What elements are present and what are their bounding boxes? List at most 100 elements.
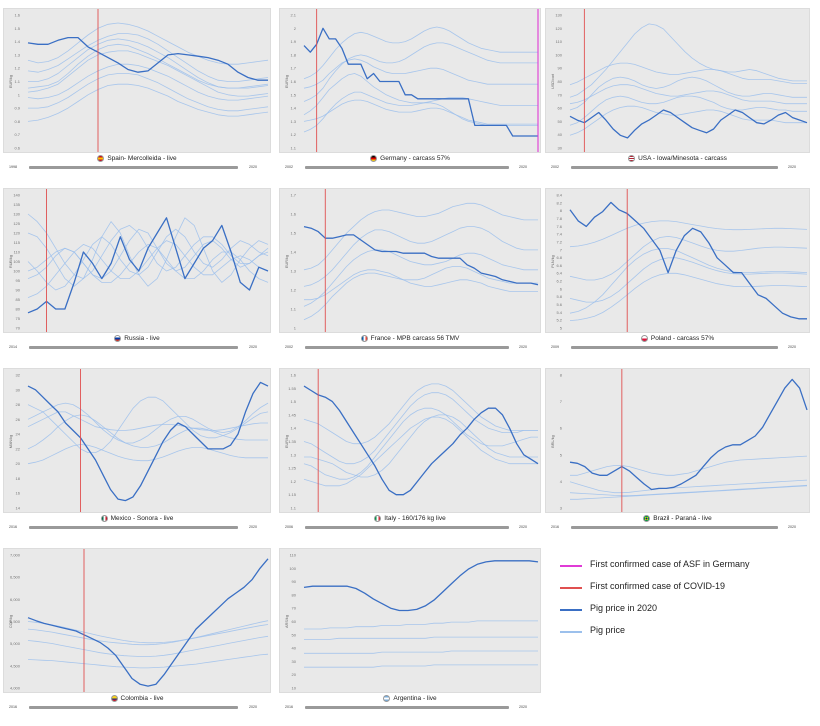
chart-7-series-line <box>303 407 538 480</box>
chart-7-y-tick: 1.35 <box>288 439 297 444</box>
chart-2-range-slider[interactable] <box>571 166 778 169</box>
chart-1-y-tick: 1.3 <box>290 119 296 124</box>
chart-6-y-tick: 16 <box>16 491 21 496</box>
chart-0-series-line <box>27 63 269 101</box>
chart-10-series-line <box>304 620 538 630</box>
chart-5-y-tick: 6.2 <box>556 279 562 284</box>
chart-9-y-tick: 4,000 <box>10 686 21 691</box>
chart-1-range-slider[interactable] <box>305 166 510 169</box>
chart-0-series-line <box>28 38 269 89</box>
chart-3-y-tick: 140 <box>13 193 20 198</box>
chart-8-series-line <box>570 455 808 476</box>
chart-3-y-tick: 90 <box>16 288 21 293</box>
chart-7-series-line <box>303 416 538 487</box>
chart-9-y-tick: 6,500 <box>10 575 21 580</box>
chart-3-range-slider[interactable] <box>29 346 239 349</box>
chart-5-y-tick: 7.4 <box>556 232 562 237</box>
flag-poland-icon <box>640 335 648 342</box>
chart-8-y-tick: 8 <box>560 373 563 378</box>
chart-8-range-slider[interactable] <box>571 526 778 529</box>
chart-4-y-tick: 1.5 <box>290 231 296 236</box>
chart-5-y-tick: 5.2 <box>556 318 562 323</box>
chart-8-plot-area: 8 7 6 5 4 3 BRL/kg <box>545 368 810 513</box>
chart-4-series-line <box>303 266 538 321</box>
chart-6-series-line <box>27 402 269 444</box>
chart-0-series-line <box>28 73 269 112</box>
chart-10-svg: 110 100 90 80 70 60 50 40 30 20 10 ARS/kg <box>285 553 539 691</box>
chart-7-series-2020-line <box>303 385 539 496</box>
chart-2-y-tick: 90 <box>558 66 563 71</box>
chart-4-y-tick: 1.3 <box>290 269 296 274</box>
chart-10-series-line <box>304 664 538 668</box>
chart-0-y-tick: 1.6 <box>14 13 20 18</box>
chart-3-y-tick: 125 <box>13 221 20 226</box>
chart-9-title: Colombia - live <box>3 695 271 702</box>
chart-6-y-tick: 28 <box>16 402 21 407</box>
chart-4-y-tick: 1.1 <box>290 307 296 312</box>
chart-5-series-line <box>569 257 808 303</box>
chart-1-y-tick: 2 <box>294 26 297 31</box>
chart-1-title-text: Germany - carcass 57% <box>380 155 450 163</box>
chart-2-y-tick: 120 <box>555 26 562 31</box>
chart-0-y-tick: 1.1 <box>14 79 20 84</box>
chart-5-range-end: 2020 <box>788 345 796 349</box>
chart-8-y-axis-label: BRL/kg <box>551 435 555 447</box>
chart-4-series-line <box>303 249 538 307</box>
chart-10-y-tick: 30 <box>292 659 297 664</box>
chart-5-y-tick: 7.8 <box>556 216 562 221</box>
chart-6-panel: 32 30 28 26 24 22 20 18 16 14 MXN/kg Mexico - Sonor… <box>3 368 271 537</box>
chart-7-series-line <box>304 414 538 478</box>
chart-4-y-tick: 1.6 <box>290 212 296 217</box>
chart-5-y-tick: 8.2 <box>556 200 562 205</box>
chart-3-range-start: 2014 <box>9 345 17 349</box>
chart-8-y-tick: 6 <box>560 426 563 431</box>
chart-10-series-line <box>304 650 538 654</box>
chart-10-series-2020-line <box>303 560 539 612</box>
chart-2-y-axis-label: USD/cwt <box>551 73 555 89</box>
chart-7-range-slider[interactable] <box>305 526 510 529</box>
chart-9-range-slider[interactable] <box>29 706 239 709</box>
chart-0-range-slider[interactable] <box>29 166 239 169</box>
chart-8-range-end: 2020 <box>788 525 796 529</box>
chart-0-y-tick: 1.2 <box>14 66 20 71</box>
chart-1-y-tick: 1.1 <box>290 146 296 151</box>
chart-3-y-tick: 95 <box>16 278 21 283</box>
chart-1-plot-area: 2.1 2 1.9 1.8 1.7 1.6 1.5 1.4 1.3 1.2 1.1 EUR/kg <box>279 8 541 153</box>
chart-7-y-tick: 1.6 <box>290 373 296 378</box>
chart-4-range-slider[interactable] <box>305 346 510 349</box>
chart-2-range-end: 2020 <box>788 165 796 169</box>
legend-swatch-pig-price <box>560 631 582 633</box>
chart-6-series-line <box>27 414 268 450</box>
chart-9-y-tick: 5,000 <box>10 641 21 646</box>
chart-6-series-line <box>27 396 269 453</box>
flag-brazil-icon <box>643 515 651 522</box>
chart-2-panel: 130 120 110 100 90 80 70 60 50 40 30 USD/cwt USA - I… <box>545 8 810 177</box>
chart-1-series-2020-line <box>303 27 538 137</box>
chart-3-y-tick: 85 <box>16 297 21 302</box>
flag-usa-icon <box>628 155 636 162</box>
chart-6-range-slider[interactable] <box>29 526 239 529</box>
chart-2-title-text: USA - Iowa/Minesota - carcass <box>638 155 727 163</box>
chart-0-title-text: Spain- Mercolleida - live <box>107 155 177 163</box>
chart-6-y-tick: 22 <box>16 446 21 451</box>
chart-7-y-tick: 1.2 <box>290 479 296 484</box>
chart-6-y-axis-label: MXN/kg <box>9 435 13 449</box>
chart-2-y-tick: 110 <box>556 39 563 44</box>
chart-7-title-text: Italy - 160/176 kg live <box>384 515 446 523</box>
chart-2-series-line <box>569 62 807 86</box>
chart-5-y-tick: 5.4 <box>556 310 562 315</box>
chart-10-range-slider[interactable] <box>305 706 510 709</box>
chart-10-y-tick: 90 <box>292 579 297 584</box>
chart-9-y-tick: 7,000 <box>10 553 21 558</box>
chart-8-range-start: 2016 <box>551 525 559 529</box>
chart-1-range-end: 2020 <box>519 165 527 169</box>
chart-5-range-slider[interactable] <box>571 346 778 349</box>
chart-3-series-line <box>27 213 269 279</box>
chart-7-range-end: 2020 <box>519 525 527 529</box>
chart-2-range-start: 2002 <box>551 165 559 169</box>
flag-argentina-icon <box>383 695 391 702</box>
chart-4-panel: 1.7 1.6 1.5 1.4 1.3 1.2 1.1 1 EUR/kg France - MPB… <box>279 188 541 357</box>
chart-4-title-text: France - MPB carcass 56 TMV <box>370 335 460 343</box>
chart-8-y-tick: 5 <box>560 452 563 457</box>
chart-2-series-line <box>569 105 807 136</box>
